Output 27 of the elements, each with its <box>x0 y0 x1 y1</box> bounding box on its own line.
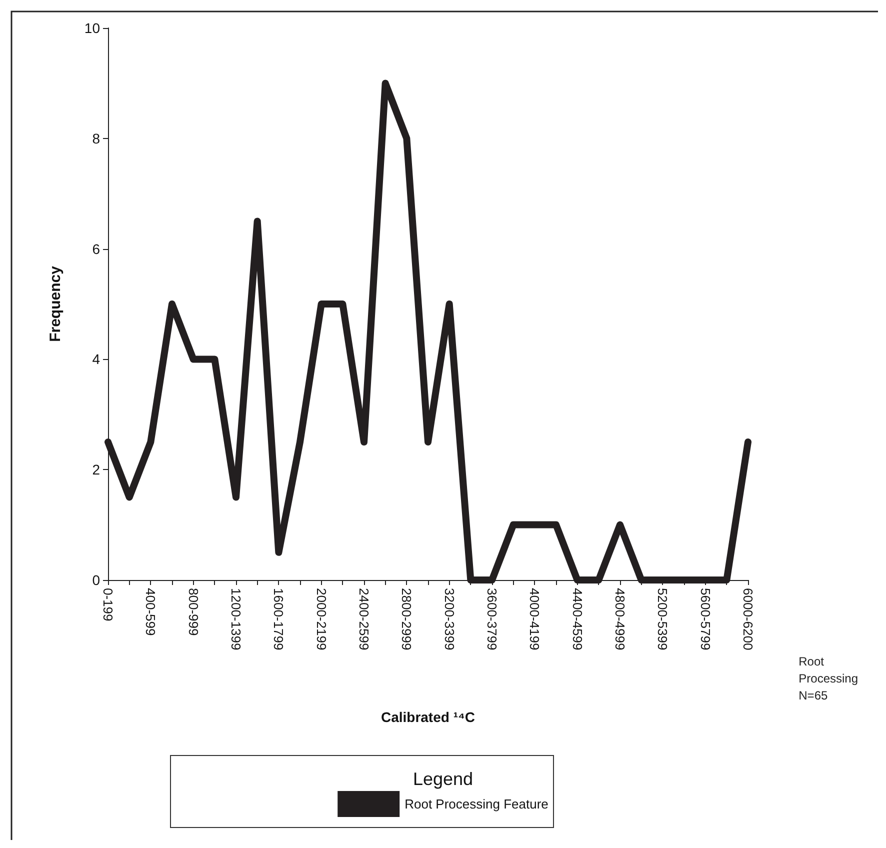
x-tick-label: 2400-2599 <box>356 588 372 650</box>
x-tick-label: 3600-3799 <box>484 588 500 650</box>
x-tick-label: 6000-6200 <box>740 588 756 650</box>
x-tick-label: 1600-1799 <box>271 588 286 650</box>
x-tick-label: 400-599 <box>143 588 158 636</box>
y-tick-label: 10 <box>84 20 100 36</box>
y-tick-label: 6 <box>92 240 100 257</box>
x-tick-label: 0-199 <box>100 588 116 622</box>
x-tick-label: 800-999 <box>186 588 201 636</box>
x-tick-label: 5200-5399 <box>655 588 670 650</box>
legend-title: Legend <box>412 769 474 789</box>
y-tick-label: 8 <box>92 130 100 146</box>
legend-label: Root Processing Feature <box>404 796 548 812</box>
x-tick-label: 4000-4199 <box>527 588 542 650</box>
x-tick-label: 1200-1399 <box>228 588 244 650</box>
x-tick-label: 5600-5799 <box>698 588 713 650</box>
x-axis-title: Calibrated ¹⁴C <box>380 709 476 725</box>
y-axis-title: Frequency <box>47 265 64 342</box>
x-tick-label: 3200-3399 <box>442 588 457 650</box>
x-tick-label: 2800-2999 <box>399 588 414 650</box>
x-tick-label: 4800-4999 <box>612 588 628 650</box>
y-tick-label: 2 <box>92 462 100 478</box>
y-tick-label: 4 <box>92 351 100 368</box>
y-tick-label: 0 <box>92 572 100 588</box>
x-tick-label: 2000-2199 <box>314 588 329 650</box>
text: Root Processing N=65 <box>798 654 858 702</box>
x-tick-label: 4400-4599 <box>570 588 585 650</box>
